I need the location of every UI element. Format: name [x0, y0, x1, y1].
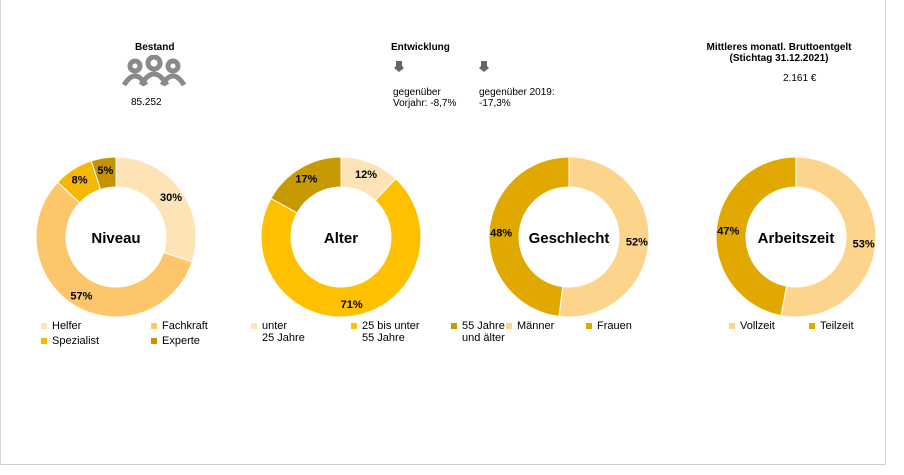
data-label: 5% [97, 165, 113, 177]
data-label: 17% [295, 173, 317, 185]
data-label: 52% [626, 236, 648, 248]
vs-2019: gegenüber 2019: -17,3% [479, 87, 555, 109]
legend-label: Vollzeit [740, 320, 775, 332]
text: Mittleres monatl. Bruttoentgelt [706, 42, 852, 53]
donut-segment [270, 156, 342, 214]
entgelt-value: 2.161 € [783, 73, 817, 84]
dashboard: Bestand 85.252 Entwicklung gegenüber Vorj… [0, 0, 886, 465]
legend-label: Fachkraft [162, 320, 208, 332]
donut-segment [35, 181, 193, 318]
legend-swatch [451, 323, 457, 329]
chart-title: Geschlecht [529, 230, 610, 247]
data-label: 57% [70, 291, 92, 303]
data-label: 48% [490, 228, 512, 240]
legend-swatch [41, 338, 47, 344]
legend-label: Experte [162, 335, 200, 347]
hand-icon [394, 61, 404, 72]
legend-item: Experte [151, 335, 261, 347]
legend: unter 25 Jahre 25 bis unter 55 Jahre 55 Ja… [251, 320, 551, 347]
data-label: 30% [160, 192, 182, 204]
text: gegenüber 2019: [479, 87, 555, 98]
data-label: 53% [853, 238, 875, 250]
data-label: 71% [341, 299, 363, 311]
donut-segment [715, 156, 797, 317]
bestand-value: 85.252 [131, 97, 162, 108]
legend-label: Teilzeit [820, 320, 854, 332]
legend: Helfer Fachkraft Spezialist Experte [41, 320, 261, 350]
legend-label: 55 Jahre und älter [462, 320, 505, 344]
chart-title: Arbeitszeit [758, 230, 835, 247]
legend-swatch [151, 338, 157, 344]
donut-segment [115, 156, 197, 263]
chart-title: Alter [324, 230, 358, 247]
legend-swatch [251, 323, 257, 329]
legend-swatch [506, 323, 512, 329]
legend-item: 55 Jahre und älter [451, 320, 551, 344]
bestand-title: Bestand [135, 42, 175, 53]
legend: Männer Frauen [506, 320, 706, 335]
text: Vorjahr: -8,7% [393, 98, 457, 109]
text: (Stichtag 31.12.2021) [729, 53, 829, 64]
legend-label: Männer [517, 320, 555, 332]
data-label: 47% [717, 226, 739, 238]
vorjahr: gegenüber Vorjahr: -8,7% [393, 87, 456, 109]
legend-swatch [351, 323, 357, 329]
legend-swatch [41, 323, 47, 329]
legend-item: unter 25 Jahre [251, 320, 351, 344]
legend-swatch [729, 323, 735, 329]
donut-segment [260, 177, 422, 318]
legend-swatch [151, 323, 157, 329]
data-label: 12% [355, 169, 377, 181]
hand-icon [479, 61, 489, 72]
text: gegenüber [393, 87, 441, 98]
donut-segment [488, 156, 570, 317]
legend-label: 25 bis unter 55 Jahre [362, 320, 420, 344]
legend-item: Spezialist [41, 335, 151, 347]
legend-item: 25 bis unter 55 Jahre [351, 320, 451, 344]
data-label: 8% [72, 175, 88, 187]
legend-item: Fachkraft [151, 320, 261, 332]
legend-item: Männer [506, 320, 586, 332]
legend-label: Spezialist [52, 335, 100, 347]
legend: Vollzeit Teilzeit [729, 320, 904, 335]
entgelt-title: Mittleres monatl. Bruttoentgelt (Stichtag… [691, 42, 867, 64]
legend-label: unter 25 Jahre [262, 320, 305, 344]
entwicklung-title: Entwicklung [391, 42, 450, 53]
donut-charts: 30% 57% 8% 5% Niveau 12% 71% 17% Alter 52% 48% Gesc… [35, 156, 877, 318]
legend-swatch [586, 323, 592, 329]
legend-label: Frauen [597, 320, 632, 332]
legend-item: Vollzeit [729, 320, 809, 332]
legend-item: Helfer [41, 320, 151, 332]
text: -17,3% [479, 98, 511, 109]
legend-item: Teilzeit [809, 320, 889, 332]
people-icon [121, 55, 187, 87]
legend-label: Helfer [52, 320, 82, 332]
legend-item: Frauen [586, 320, 666, 332]
legend-swatch [809, 323, 815, 329]
donut-segment [558, 156, 650, 318]
donut-segment [90, 156, 117, 191]
chart-title: Niveau [91, 230, 140, 247]
donut-segment [780, 156, 877, 318]
